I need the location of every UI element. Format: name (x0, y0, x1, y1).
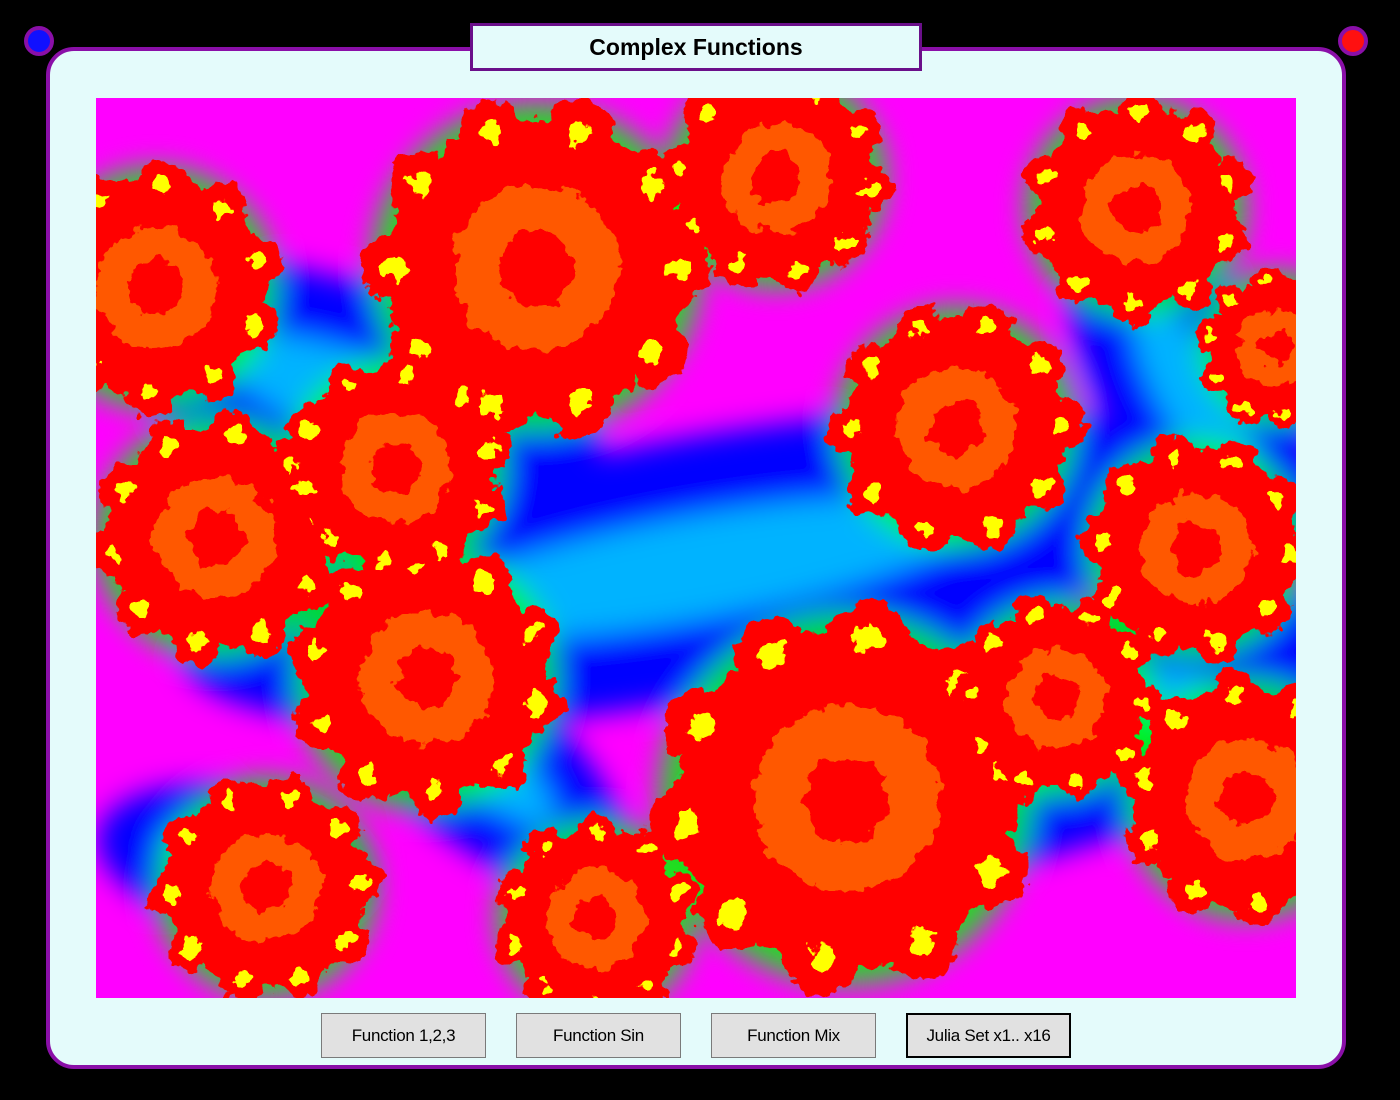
red-circle-icon[interactable] (1338, 26, 1368, 56)
function-123-button[interactable]: Function 1,2,3 (321, 1013, 486, 1058)
function-mix-button[interactable]: Function Mix (711, 1013, 876, 1058)
fractal-canvas[interactable] (96, 98, 1296, 998)
blue-circle-icon[interactable] (24, 26, 54, 56)
julia-set-image (96, 98, 1296, 998)
window-title: Complex Functions (470, 23, 922, 71)
function-sin-button[interactable]: Function Sin (516, 1013, 681, 1058)
julia-set-button[interactable]: Julia Set x1.. x16 (906, 1013, 1071, 1058)
button-bar: Function 1,2,3 Function Sin Function Mix… (0, 1013, 1400, 1058)
